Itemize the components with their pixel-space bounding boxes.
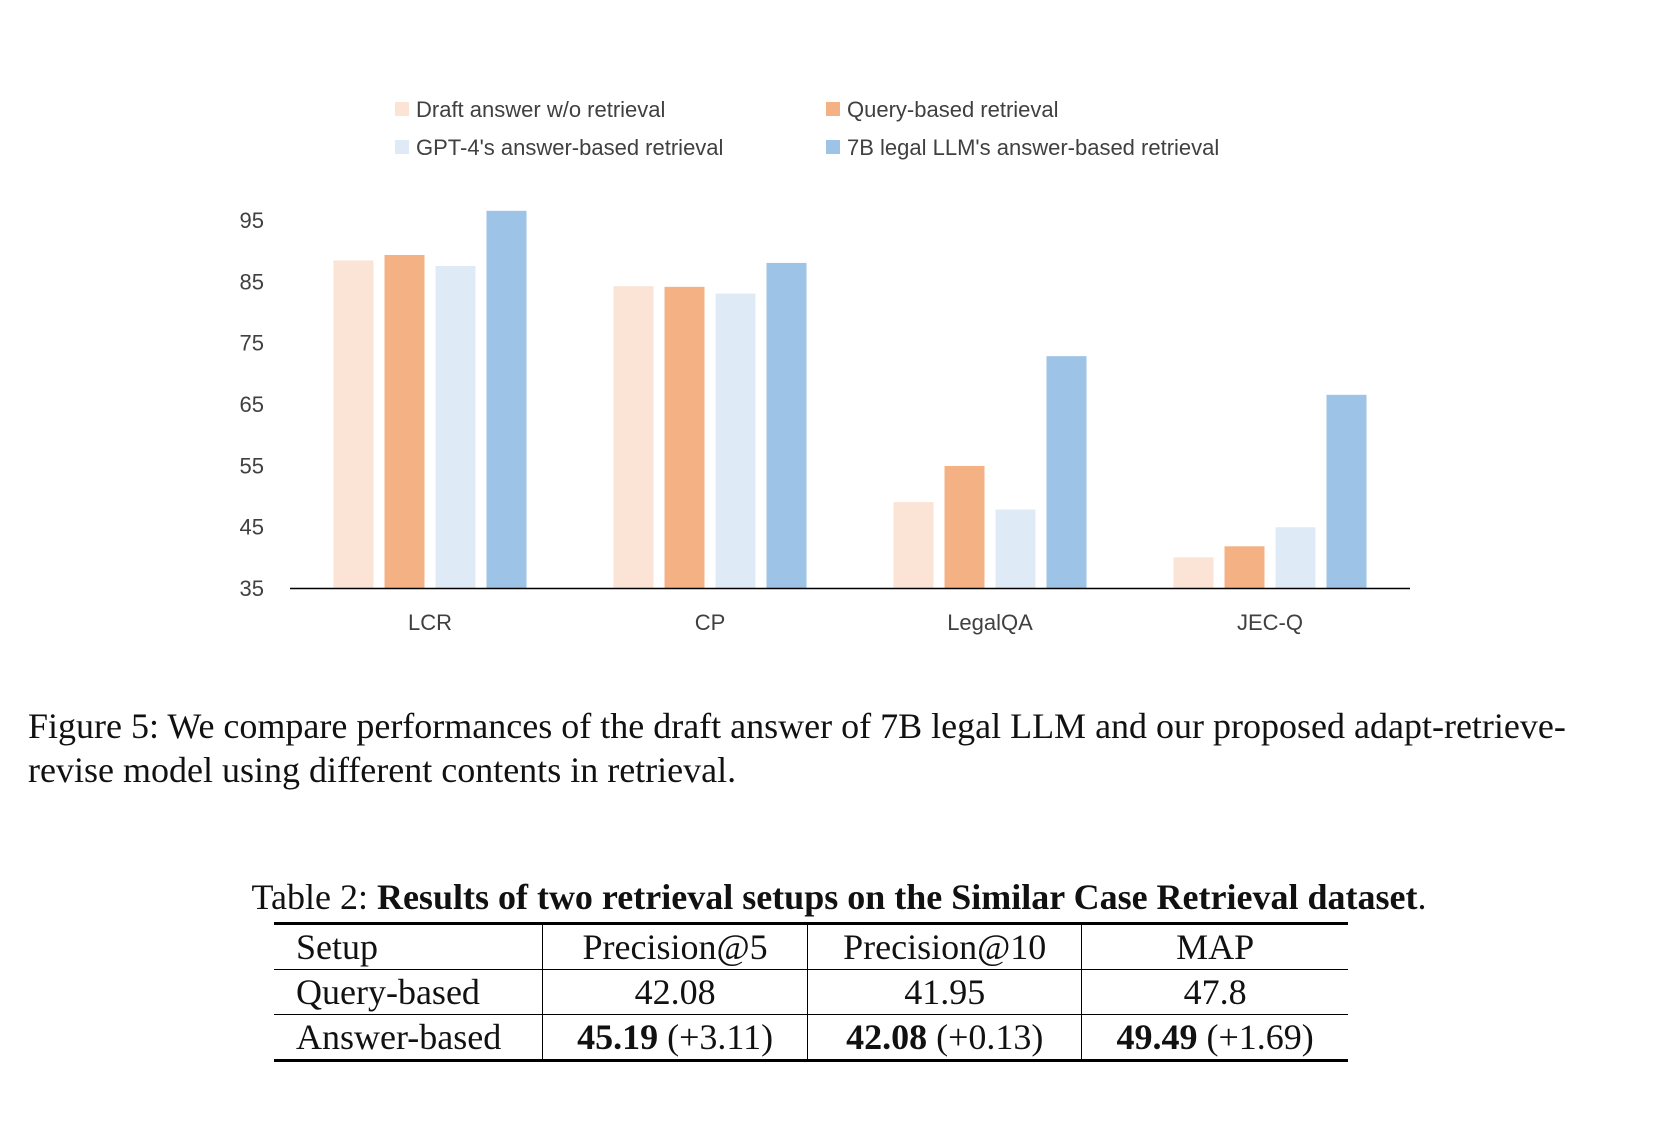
x-tick-label: LegalQA: [947, 610, 1033, 635]
cell-delta: (+1.69): [1197, 1017, 1314, 1057]
bar: [613, 286, 654, 588]
results-table: Setup Precision@5 Precision@10 MAP Query…: [274, 922, 1348, 1062]
bar: [333, 260, 374, 588]
bar: [1173, 557, 1214, 588]
table-row: Answer-based 45.19 (+3.11) 42.08 (+0.13)…: [274, 1014, 1348, 1061]
cell-value-best: 49.49: [1116, 1017, 1198, 1057]
table-caption: Table 2: Results of two retrieval setups…: [0, 876, 1678, 918]
bar: [1224, 546, 1265, 588]
row-cell: 49.49 (+1.69): [1081, 1014, 1348, 1061]
header-precision-10: Precision@10: [807, 923, 1082, 970]
row-setup: Query-based: [274, 969, 543, 1015]
cell-delta: (+0.13): [927, 1017, 1044, 1057]
bar: [435, 266, 476, 588]
y-tick-label: 65: [240, 392, 264, 417]
header-setup: Setup: [274, 923, 543, 970]
x-tick-label: LCR: [408, 610, 452, 635]
y-tick-label: 55: [240, 453, 264, 478]
bar: [766, 262, 807, 588]
row-cell: 47.8: [1081, 969, 1348, 1015]
legend-swatch: [395, 102, 409, 116]
table-header-row: Setup Precision@5 Precision@10 MAP: [274, 923, 1348, 970]
row-cell: 42.08 (+0.13): [807, 1014, 1082, 1061]
cell-value-best: 45.19: [577, 1017, 659, 1057]
cell-value: 47.8: [1183, 972, 1247, 1012]
cell-value: 42.08: [634, 972, 716, 1012]
cell-delta: (+3.11): [658, 1017, 774, 1057]
bar: [995, 509, 1036, 588]
y-tick-label: 75: [240, 331, 264, 356]
x-tick-label: JEC-Q: [1237, 610, 1303, 635]
figure-caption: Figure 5: We compare performances of the…: [28, 706, 1566, 790]
cell-value: 41.95: [904, 972, 986, 1012]
bar: [715, 293, 756, 588]
y-tick-label: 35: [240, 576, 264, 601]
bar-chart: 35 45 55 65 75 85 95 LCR CP LegalQA JEC-Q Draft ans…: [240, 97, 1410, 635]
header-precision-5: Precision@5: [541, 923, 808, 970]
bar: [486, 210, 527, 589]
legend-swatch: [826, 102, 840, 116]
legend-swatch: [395, 140, 409, 154]
legend-swatch: [826, 140, 840, 154]
legend-label: 7B legal LLM's answer-based retrieval: [847, 135, 1219, 160]
row-cell: 42.08: [541, 969, 808, 1015]
table-caption-title: Results of two retrieval setups on the S…: [376, 877, 1418, 917]
row-cell: 45.19 (+3.11): [541, 1014, 808, 1061]
row-cell: 41.95: [807, 969, 1082, 1015]
bar: [384, 254, 425, 588]
table-row: Query-based 42.08 41.95 47.8: [274, 969, 1348, 1015]
cell-value-best: 42.08: [846, 1017, 928, 1057]
legend-label: GPT-4's answer-based retrieval: [416, 135, 723, 160]
row-setup: Answer-based: [296, 1017, 502, 1057]
legend-label: Query-based retrieval: [847, 97, 1059, 122]
y-tick-label: 45: [240, 515, 264, 540]
bar: [944, 465, 985, 588]
bar: [1326, 394, 1367, 588]
bar: [893, 502, 934, 588]
header-map: MAP: [1081, 923, 1348, 970]
bar: [664, 286, 705, 588]
legend-label: Draft answer w/o retrieval: [416, 97, 665, 122]
y-tick-label: 95: [240, 208, 264, 233]
table-caption-label: Table 2:: [251, 877, 377, 917]
bar: [1046, 356, 1087, 588]
x-tick-label: CP: [695, 610, 726, 635]
y-tick-label: 85: [240, 269, 264, 294]
bar: [1275, 527, 1316, 588]
table-caption-end: .: [1417, 877, 1427, 917]
